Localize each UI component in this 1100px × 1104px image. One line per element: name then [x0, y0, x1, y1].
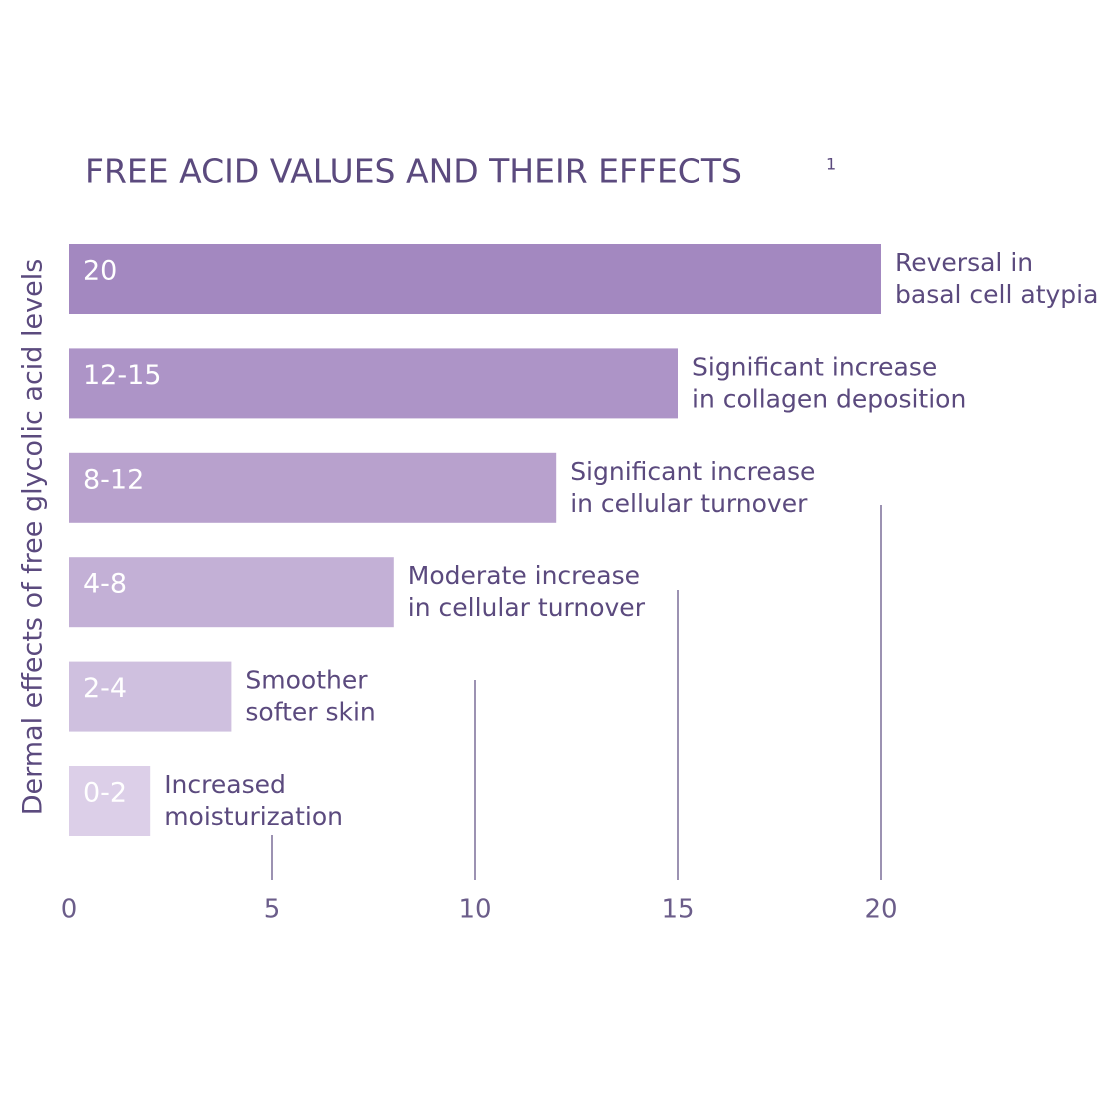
effect-label: Smoother: [245, 666, 368, 695]
bar: [69, 244, 881, 314]
bar-label: 0-2: [83, 778, 127, 809]
bar-label: 12-15: [83, 360, 161, 391]
bar: [69, 452, 557, 523]
effect-label: Increased: [164, 770, 286, 799]
effect-label: Significant increase: [570, 457, 815, 486]
effect-label: moisturization: [164, 802, 343, 831]
bar: [69, 661, 232, 732]
effect-label: Reversal in: [895, 248, 1033, 277]
bar-label: 4-8: [83, 569, 127, 600]
bar-label: 20: [83, 256, 117, 287]
effect-label: in collagen deposition: [692, 384, 966, 413]
effect-label: Significant increase: [692, 352, 937, 381]
bar: [69, 348, 678, 419]
effect-label: softer skin: [245, 698, 375, 727]
bar: [69, 557, 394, 628]
x-tick-label: 20: [864, 895, 897, 925]
bar: [69, 766, 151, 836]
x-tick-label: 15: [661, 895, 694, 925]
effect-label: Moderate increase: [408, 561, 640, 590]
y-axis-label: Dermal effects of free glycolic acid lev…: [18, 259, 49, 816]
x-tick-label: 10: [458, 895, 491, 925]
bar-label: 8-12: [83, 464, 144, 495]
effect-label: in cellular turnover: [408, 593, 646, 622]
chart-title: FREE ACID VALUES AND THEIR EFFECTS: [85, 152, 742, 191]
bar-label: 2-4: [83, 673, 127, 704]
effect-label: in cellular turnover: [570, 489, 808, 518]
title-superscript: 1: [826, 155, 836, 174]
x-tick-label: 5: [264, 895, 281, 925]
x-tick-label: 0: [61, 895, 78, 925]
effect-label: basal cell atypia: [895, 280, 1098, 309]
